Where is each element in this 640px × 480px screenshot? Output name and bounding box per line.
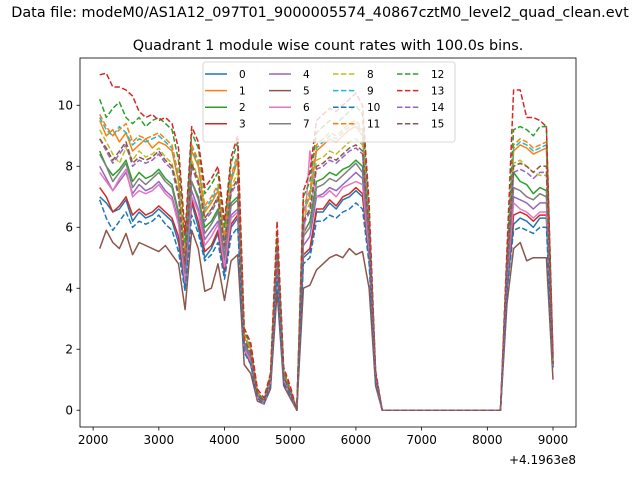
y-tick-label: 6: [65, 221, 73, 235]
legend-label-14: 14: [431, 102, 445, 114]
legend-label-4: 4: [303, 69, 310, 81]
legend-label-12: 12: [431, 69, 444, 81]
chart-title: Quadrant 1 module wise count rates with …: [133, 38, 524, 54]
x-tick-label: 4000: [209, 433, 240, 447]
series-line-15: [99, 138, 554, 411]
x-tick-label: 3000: [144, 433, 175, 447]
x-tick-label: 9000: [538, 433, 569, 447]
x-tick-label: 6000: [341, 433, 372, 447]
axes-frame: [79, 57, 577, 428]
legend-label-5: 5: [303, 85, 310, 97]
legend-label-7: 7: [303, 119, 310, 131]
legend-frame: [202, 61, 456, 143]
x-tick-label: 5000: [275, 433, 306, 447]
figure-suptitle: Data file: modeM0/AS1A12_097T01_90000055…: [11, 5, 629, 21]
legend-label-11: 11: [367, 119, 380, 131]
legend-label-9: 9: [367, 85, 374, 97]
x-tick-label: 7000: [406, 433, 437, 447]
series-line-12: [98, 98, 554, 411]
legend-label-8: 8: [367, 69, 374, 81]
plot-area: 2000 3000 4000 5000 6000 7000 8000 90000246810+…: [58, 57, 577, 467]
legend-label-2: 2: [239, 102, 246, 114]
legend-label-3: 3: [239, 119, 246, 131]
y-tick-label: 8: [65, 160, 73, 174]
x-offset-label: +4.1963e8: [509, 453, 576, 467]
legend-label-0: 0: [239, 69, 246, 81]
y-tick-label: 2: [65, 343, 73, 357]
legend-label-10: 10: [367, 102, 380, 114]
legend-label-6: 6: [303, 102, 310, 114]
x-tick-label: 8000: [472, 433, 503, 447]
x-tick-label: 2000: [78, 433, 109, 447]
legend-label-1: 1: [239, 85, 246, 97]
y-tick-label: 4: [65, 282, 73, 296]
legend-label-13: 13: [431, 85, 444, 97]
legend-label-15: 15: [431, 119, 444, 131]
y-tick-label: 10: [58, 99, 73, 113]
y-tick-label: 0: [65, 404, 73, 418]
